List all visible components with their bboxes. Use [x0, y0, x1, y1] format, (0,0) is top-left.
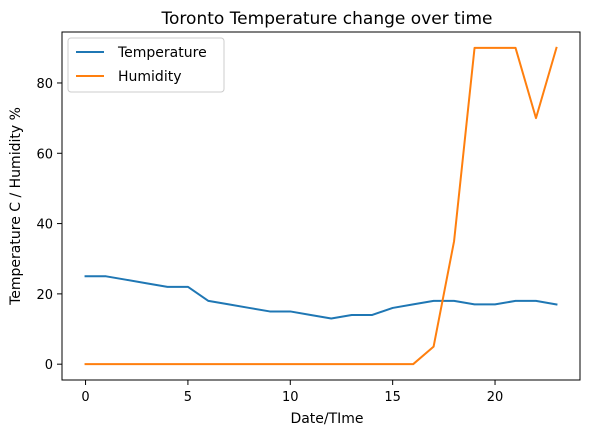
series-line-humidity [84, 46, 558, 366]
legend: Temperature Humidity [67, 37, 225, 93]
legend-box [67, 37, 225, 93]
x-tick-label: 5 [184, 390, 192, 405]
plot-frame [61, 31, 581, 381]
x-tick-label: 15 [384, 390, 401, 405]
x-tick-label: 10 [282, 390, 299, 405]
chart-title: Toronto Temperature change over time [161, 9, 493, 29]
x-tick-label: 20 [487, 390, 504, 405]
y-tick-label: 80 [36, 77, 53, 92]
x-tick-label: 0 [81, 390, 89, 405]
legend-label-temperature: Temperature [117, 45, 207, 61]
y-tick-label: 40 [36, 218, 53, 233]
x-axis: 0 5 10 15 20 [81, 380, 503, 405]
legend-label-humidity: Humidity [118, 69, 181, 85]
y-tick-label: 60 [36, 147, 53, 162]
plot-area [84, 46, 558, 366]
y-axis: 0 20 40 60 80 [36, 77, 62, 373]
y-tick-label: 0 [45, 358, 53, 373]
y-tick-label: 20 [36, 288, 53, 303]
series-line-temperature [84, 275, 558, 320]
y-axis-label: Temperature C / Humidity % [8, 107, 24, 306]
x-axis-label: Date/TIme [290, 411, 363, 427]
